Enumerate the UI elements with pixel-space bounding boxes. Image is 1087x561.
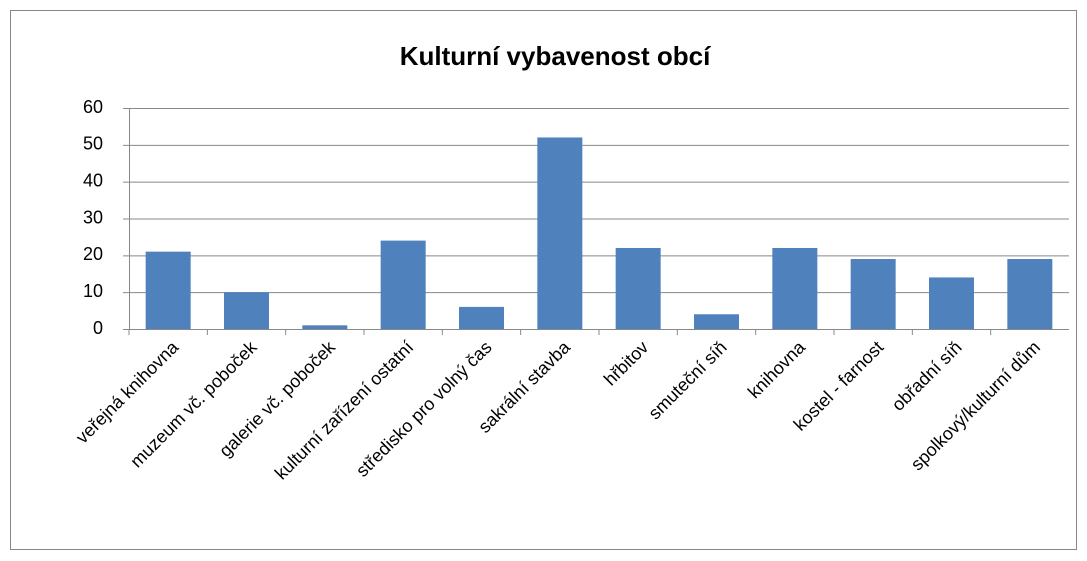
bar <box>772 247 818 329</box>
bar <box>929 277 974 329</box>
bar <box>537 137 583 329</box>
chart-title: Kulturní vybavenost obcí <box>400 41 711 71</box>
y-tick-label: 30 <box>83 207 103 227</box>
y-tick-label: 0 <box>93 318 103 338</box>
y-tick-label: 20 <box>83 244 103 264</box>
y-tick-label: 10 <box>83 281 103 301</box>
bar <box>302 325 348 329</box>
bar <box>224 292 269 329</box>
y-tick-label: 40 <box>83 170 103 190</box>
y-tick-label: 60 <box>83 97 103 117</box>
bar <box>145 251 191 329</box>
bar <box>850 259 896 329</box>
bar <box>615 247 661 329</box>
y-tick-label: 50 <box>83 134 103 154</box>
bar <box>1007 259 1053 329</box>
bar <box>380 240 426 329</box>
bar <box>459 306 504 329</box>
bar <box>694 314 739 329</box>
